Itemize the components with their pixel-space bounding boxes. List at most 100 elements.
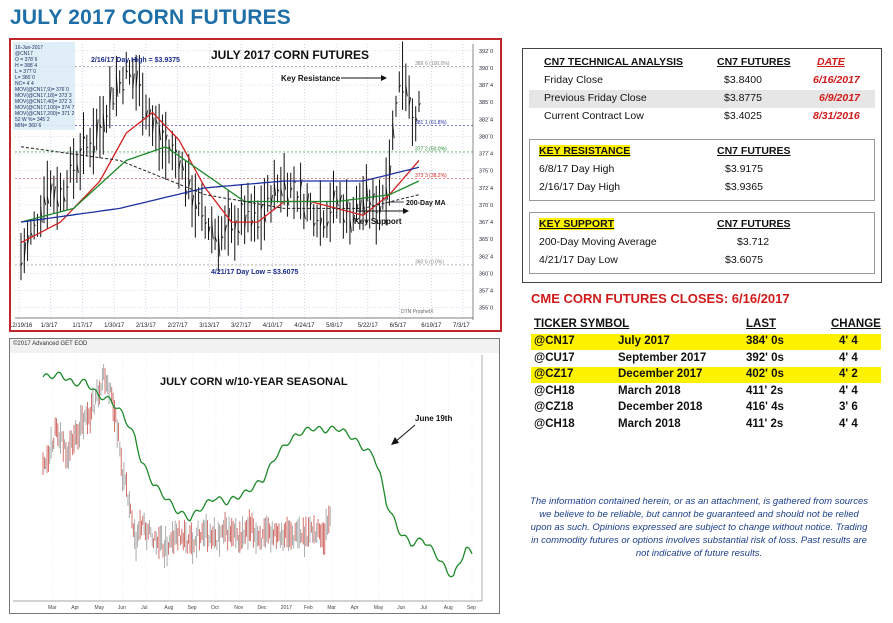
annotation-key-resistance: Key Resistance: [281, 74, 341, 83]
price-bar-close: [408, 97, 412, 106]
price-bar-close: [99, 124, 102, 129]
y-tick-label: 392´0: [479, 49, 493, 55]
technical-analysis-table: CN7 TECHNICAL ANALYSIS CN7 FUTURES DATE …: [522, 48, 882, 283]
price-bar-close: [76, 163, 79, 173]
closes-row: @CZ18 December 2018 416' 4s 3' 6: [531, 400, 881, 416]
y-tick-label: 360´0: [479, 271, 493, 277]
legend-entry: @CN17: [15, 51, 33, 57]
series-line: [20, 166, 420, 223]
x-tick-label: 2/27/17: [168, 323, 189, 329]
ta-row-label: Previous Friday Close: [544, 92, 647, 104]
price-bar-close: [89, 142, 92, 145]
price-bar-close: [102, 113, 106, 133]
closes-row-change: 4' 2: [839, 368, 858, 380]
ta-header-col1: CN7 TECHNICAL ANALYSIS: [544, 56, 684, 68]
closes-row: @CH18 March 2018 411' 2s 4' 4: [531, 417, 881, 433]
price-bar-close: [27, 235, 30, 246]
resistance-row-value: $3.9175: [725, 163, 763, 175]
ta-row-friday-close: Friday Close $3.8400 6/16/2017: [529, 72, 875, 90]
x-tick-label: 2/13/17: [136, 323, 157, 329]
support-row: 4/21/17 Day Low $3.6075: [530, 252, 874, 270]
closes-row-month: December 2018: [618, 401, 703, 413]
ta-row-value: $3.8775: [724, 92, 762, 104]
closes-row-month: September 2017: [618, 351, 707, 364]
resistance-section: KEY RESISTANCE CN7 FUTURES 6/8/17 Day Hi…: [529, 139, 875, 201]
price-bar-close: [172, 144, 174, 146]
x-tick-label: Sep: [188, 605, 197, 611]
price-bar-close: [46, 196, 50, 204]
price-bar-close: [129, 73, 132, 78]
price-bar-close: [372, 193, 375, 202]
closes-row-change: 3' 6: [839, 401, 858, 413]
legend-entry: O = 378´6: [15, 57, 38, 63]
ta-row-date: 6/16/2017: [813, 74, 860, 86]
x-tick-label: May: [95, 605, 105, 611]
july-corn-futures-chart-svg: 12/19/16 1/3/17 1/17/17 1/30/17 2/13/17 2/27/…: [9, 41, 493, 329]
price-bar-close: [227, 207, 231, 227]
ta-header: CN7 TECHNICAL ANALYSIS CN7 FUTURES DATE: [529, 54, 875, 72]
price-bar-close: [83, 135, 86, 139]
x-tick-label: 5/8/17: [326, 323, 343, 329]
x-tick-label: Dec: [258, 605, 267, 611]
x-tick-label: 1/17/17: [72, 323, 93, 329]
closes-row-change: 4' 4: [839, 335, 858, 347]
ta-row-label: Current Contract Low: [544, 110, 644, 122]
price-bar-close: [349, 217, 352, 233]
closes-row-last: 392' 0s: [746, 351, 784, 364]
price-bar-close: [204, 221, 208, 225]
price-bar-close: [158, 124, 162, 141]
legend-entry: MOV(@CN17,200)= 371´2: [15, 111, 75, 117]
annotation-arrowhead: [391, 437, 399, 445]
price-bar-close: [385, 187, 389, 200]
legend-entry: L= 380´0: [15, 75, 35, 81]
closes-row-ticker: @CH18: [534, 384, 575, 397]
closes-row-month: March 2018: [618, 384, 681, 397]
ta-row-value: $3.8400: [724, 74, 762, 86]
price-bar-close: [70, 164, 73, 167]
x-tick-label: 7/3/17: [453, 323, 470, 329]
x-tick-label: 6/5/17: [390, 323, 407, 329]
y-tick-label: 367´4: [479, 220, 493, 226]
price-bar-close: [415, 116, 418, 122]
price-bar-close: [316, 220, 319, 222]
price-bar-close: [214, 235, 217, 242]
price-bar-close: [398, 84, 402, 88]
price-bar-close: [185, 187, 188, 195]
y-tick-label: 370´0: [479, 203, 493, 209]
resistance-row-value: $3.9365: [725, 181, 763, 193]
price-bar-close: [217, 233, 221, 257]
price-bars: [42, 363, 331, 568]
price-bar-close: [66, 186, 69, 188]
price-bar-close: [376, 212, 378, 214]
x-tick-label: Jun: [397, 605, 405, 611]
price-bar-close: [326, 221, 329, 228]
resistance-header-col1: KEY RESISTANCE: [539, 145, 631, 157]
price-bar-close: [395, 102, 398, 105]
price-bar-close: [342, 218, 346, 223]
price-bar-close: [112, 103, 115, 105]
resistance-row: 6/8/17 Day High $3.9175: [530, 161, 874, 179]
price-bar-close: [224, 224, 227, 234]
x-tick-label: 3/13/17: [199, 323, 220, 329]
chart-header: ©2017 Advanced GET EOD: [13, 340, 88, 347]
y-tick-label: 372´4: [479, 186, 493, 192]
legend-entry: MOV(@CN17,9)= 376´0: [15, 87, 69, 93]
seasonal-chart: ©2017 Advanced GET EOD Mar Apr May Jun Jul Aug…: [9, 338, 500, 614]
fib-label: 381´1 (61.8%): [415, 120, 447, 126]
price-bar-close: [56, 199, 60, 207]
price-bar-close: [211, 220, 214, 240]
closes-row-change: 4' 4: [839, 417, 858, 430]
price-bar-close: [188, 179, 191, 188]
price-bar-close: [329, 211, 332, 214]
annotation-arrowhead: [381, 75, 387, 81]
resistance-row-label: 2/16/17 Day High: [539, 181, 621, 193]
x-tick-label: 12/19/16: [11, 323, 33, 329]
x-tick-label: Sep: [467, 605, 476, 611]
support-section: KEY SUPPORT CN7 FUTURES 200-Day Moving A…: [529, 212, 875, 274]
x-tick-label: Jun: [118, 605, 126, 611]
x-tick-label: 5/22/17: [358, 323, 379, 329]
price-bars: [20, 41, 421, 281]
x-tick-label: 4/24/17: [294, 323, 315, 329]
legend-entry: MOV(@CN17,40)= 372´3: [15, 99, 72, 105]
